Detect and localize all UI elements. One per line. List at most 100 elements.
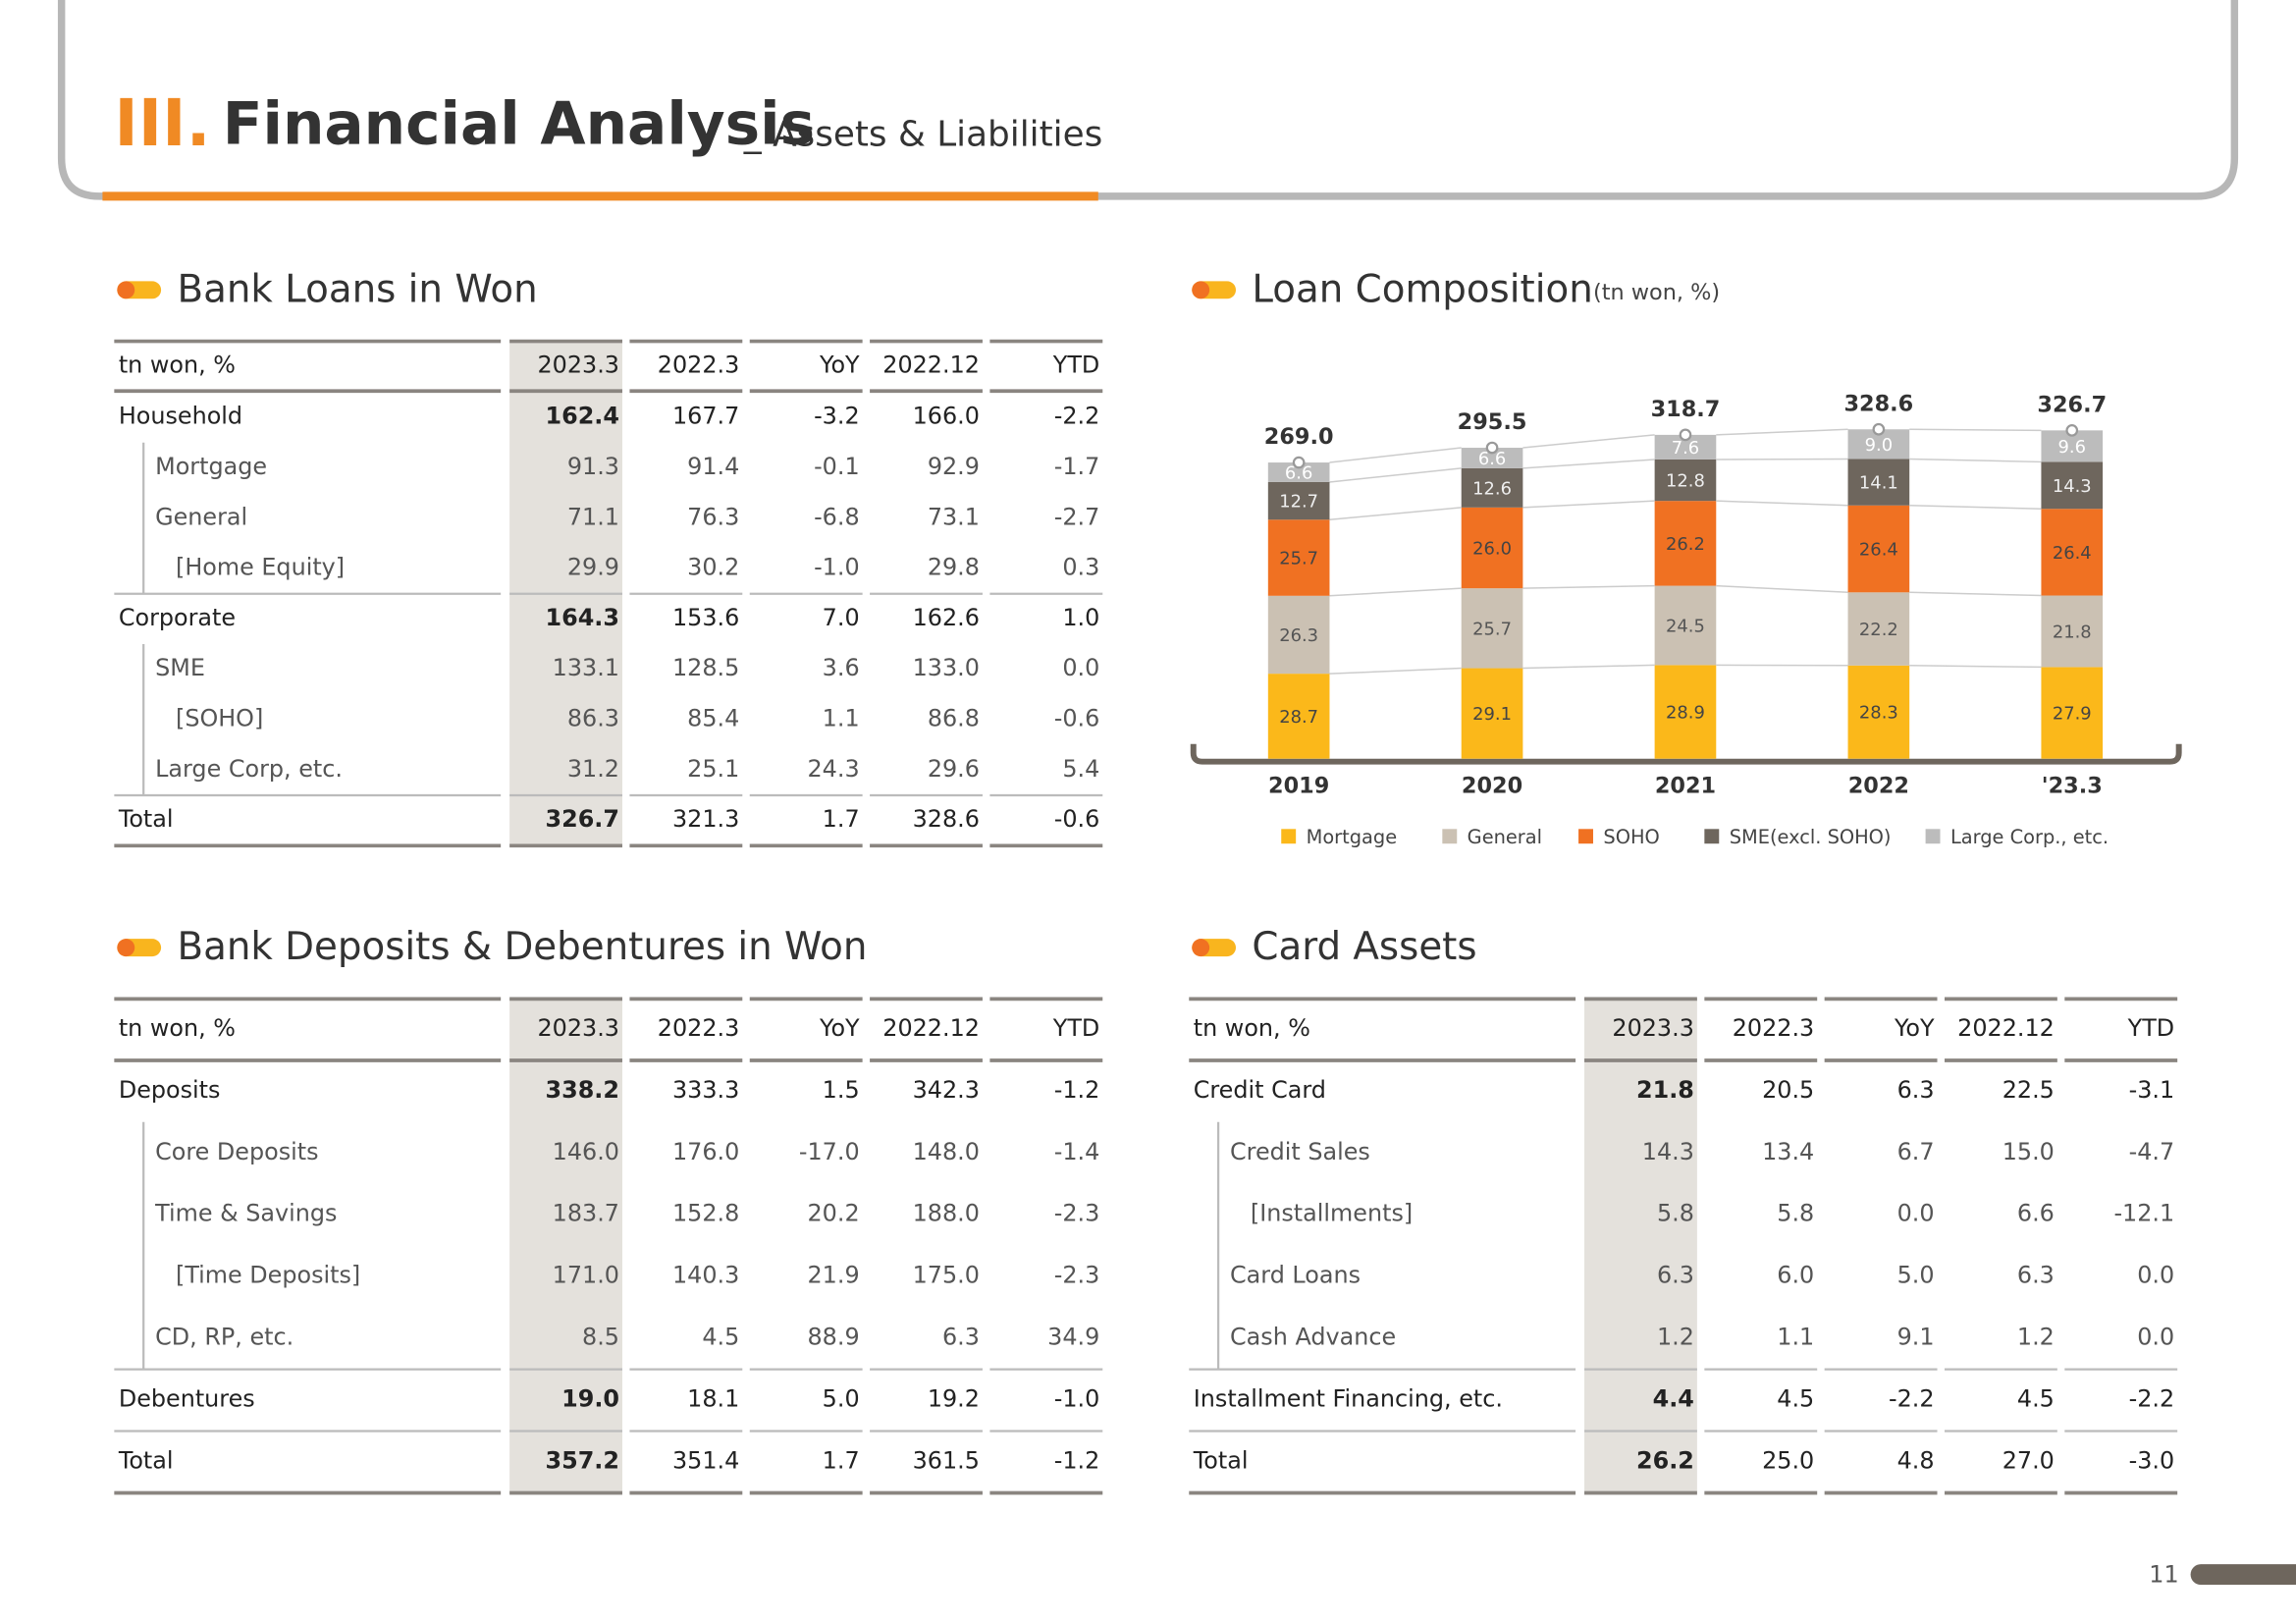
cell-value: 6.3 xyxy=(942,1324,980,1351)
cell-value: -1.4 xyxy=(1054,1138,1100,1165)
connector xyxy=(1329,447,1462,463)
cell-value: 71.1 xyxy=(567,503,619,530)
data-label: 6.6 xyxy=(1285,462,1312,483)
column-header: tn won, % xyxy=(119,351,236,378)
cell-value: 91.3 xyxy=(567,453,619,480)
bar-segment xyxy=(1654,459,1717,502)
row-label: [Time Deposits] xyxy=(176,1262,360,1289)
cell-value: 321.3 xyxy=(672,805,739,833)
connector xyxy=(1909,665,2042,669)
cell-value: 6.7 xyxy=(1897,1138,1935,1165)
bar-segment xyxy=(1267,674,1330,759)
top-marker xyxy=(2065,424,2079,437)
cell-value: 162.4 xyxy=(546,403,619,430)
cell-value: 0.0 xyxy=(1062,654,1099,681)
total-label: 295.5 xyxy=(1458,409,1527,435)
row-label: Deposits xyxy=(119,1076,221,1104)
cell-value: -3.0 xyxy=(2129,1447,2175,1475)
cell-value: 175.0 xyxy=(913,1262,980,1289)
cell-value: 328.6 xyxy=(913,805,980,833)
data-label: 14.3 xyxy=(2053,476,2092,497)
category-label: 2019 xyxy=(1268,774,1329,799)
cell-value: 21.9 xyxy=(808,1262,860,1289)
connector xyxy=(1909,428,2042,432)
cell-value: 5.8 xyxy=(1777,1200,1814,1227)
cell-value: 19.0 xyxy=(561,1385,619,1413)
cell-value: 29.6 xyxy=(928,755,980,783)
connector xyxy=(1329,467,1462,483)
data-label: 26.4 xyxy=(2053,543,2092,564)
cell-value: 21.8 xyxy=(1636,1076,1694,1104)
cell-value: 140.3 xyxy=(672,1262,739,1289)
connector xyxy=(1329,507,1462,521)
cell-value: 333.3 xyxy=(672,1076,739,1104)
section-title: Bank Deposits & Debentures in Won xyxy=(178,925,868,969)
column-header: YTD xyxy=(1052,1014,1100,1042)
column-header: 2023.3 xyxy=(1612,1014,1694,1042)
cell-value: 19.2 xyxy=(928,1385,980,1413)
cell-value: 76.3 xyxy=(687,503,739,530)
page-title: Financial Analysis xyxy=(223,90,815,158)
cell-value: 29.8 xyxy=(928,554,980,581)
cell-value: 22.5 xyxy=(2002,1076,2055,1104)
bullet xyxy=(117,281,135,299)
column-header: 2022.3 xyxy=(1733,1014,1815,1042)
row-label: [Installments] xyxy=(1251,1200,1413,1227)
bar-segment xyxy=(2041,595,2104,668)
column-header: 2022.12 xyxy=(882,351,980,378)
row-label: Credit Card xyxy=(1194,1076,1326,1104)
cell-value: 30.2 xyxy=(687,554,739,581)
row-label: Mortgage xyxy=(155,453,267,480)
data-label: 24.5 xyxy=(1666,616,1705,636)
cell-value: 0.3 xyxy=(1062,554,1099,581)
cell-value: 8.5 xyxy=(582,1324,619,1351)
column-header: tn won, % xyxy=(1194,1014,1310,1042)
connector xyxy=(1522,434,1655,449)
cell-value: 13.4 xyxy=(1762,1138,1814,1165)
data-label: 28.9 xyxy=(1666,703,1705,724)
legend-swatch xyxy=(1442,829,1458,844)
bar-segment xyxy=(1267,462,1330,482)
cell-value: 133.0 xyxy=(913,654,980,681)
row-label: Total xyxy=(1193,1447,1249,1475)
column-header: YoY xyxy=(1894,1014,1935,1042)
bar-segment xyxy=(1267,481,1330,520)
cell-value: 26.2 xyxy=(1636,1447,1694,1475)
cell-value: 1.7 xyxy=(823,805,860,833)
legend-label: SME(excl. SOHO) xyxy=(1730,826,1892,848)
row-label: Credit Sales xyxy=(1230,1138,1370,1165)
data-label: 28.3 xyxy=(1859,703,1898,724)
cell-value: 1.5 xyxy=(823,1076,860,1104)
cell-value: 162.6 xyxy=(913,604,980,631)
total-label: 269.0 xyxy=(1264,424,1334,450)
cell-value: 1.2 xyxy=(1657,1324,1694,1351)
bar-segment xyxy=(1461,467,1523,508)
row-label: [SOHO] xyxy=(176,705,263,732)
cell-value: 164.3 xyxy=(546,604,619,631)
cell-value: -3.2 xyxy=(814,403,860,430)
category-label: 2021 xyxy=(1655,774,1716,799)
bar-segment xyxy=(1461,668,1523,759)
total-label: 326.7 xyxy=(2037,392,2107,417)
column-header: 2023.3 xyxy=(537,351,619,378)
cell-value: -1.2 xyxy=(1054,1076,1100,1104)
data-label: 12.6 xyxy=(1472,478,1512,499)
total-label: 318.7 xyxy=(1651,397,1721,422)
cell-value: 25.0 xyxy=(1762,1447,1814,1475)
cell-value: 0.0 xyxy=(1897,1200,1935,1227)
top-marker xyxy=(1485,441,1499,455)
cell-value: -4.7 xyxy=(2129,1138,2175,1165)
cell-value: 5.8 xyxy=(1657,1200,1694,1227)
cell-value: 1.0 xyxy=(1062,604,1099,631)
row-label: Household xyxy=(119,403,242,430)
row-label: Corporate xyxy=(119,604,236,631)
data-label: 7.6 xyxy=(1672,438,1699,459)
data-label: 21.8 xyxy=(2053,622,2092,642)
cell-value: 92.9 xyxy=(928,453,980,480)
row-label: SME xyxy=(155,654,205,681)
cell-value: -6.8 xyxy=(814,503,860,530)
column-header: YTD xyxy=(2127,1014,2175,1042)
data-label: 25.7 xyxy=(1472,619,1512,639)
connector xyxy=(1716,584,1848,594)
